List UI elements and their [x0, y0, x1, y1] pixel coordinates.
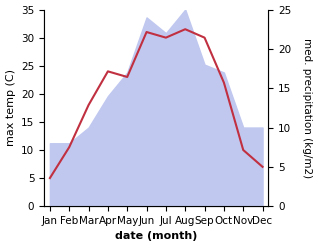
X-axis label: date (month): date (month) — [115, 231, 197, 242]
Y-axis label: max temp (C): max temp (C) — [5, 69, 16, 146]
Y-axis label: med. precipitation (kg/m2): med. precipitation (kg/m2) — [302, 38, 313, 178]
